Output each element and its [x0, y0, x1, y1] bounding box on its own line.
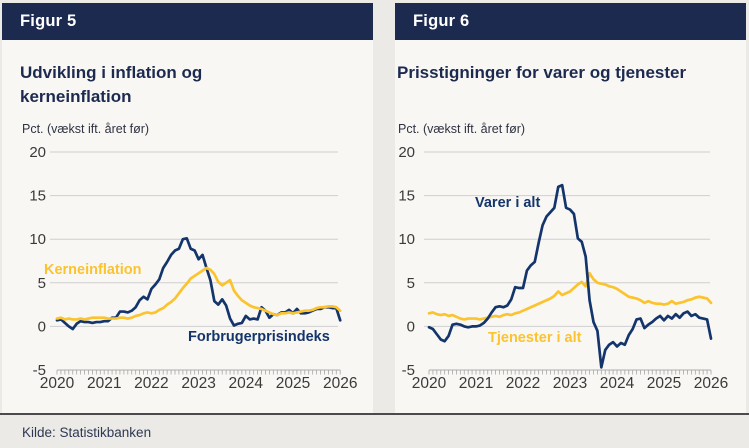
y-tick-label-15: 15 [398, 188, 415, 205]
figure-5-header-label: Figur 5 [20, 12, 77, 30]
series-line-kerneinflation [55, 266, 342, 321]
y-tick-label-0: 0 [407, 318, 415, 335]
y-tick-label-5: 5 [407, 275, 415, 292]
x-tick-label-2020: 2020 [40, 375, 75, 392]
x-tick-label-2021: 2021 [459, 375, 493, 392]
x-tick-label-2023: 2023 [553, 375, 587, 392]
series-label-forbrugerprisindeks: Forbrugerprisindeks [188, 329, 330, 345]
y-tick-label-10: 10 [29, 231, 46, 248]
figure-6-title: Prisstigninger for varer og tjenester [397, 63, 687, 82]
series-line-forbrugerprisindeks [55, 236, 342, 331]
y-tick-label-15: 15 [29, 188, 46, 205]
y-tick-label--5: -5 [33, 362, 46, 379]
bottom-divider-line [0, 413, 749, 415]
x-tick-label-2026: 2026 [323, 375, 357, 392]
x-tick-label-2020: 2020 [412, 375, 447, 392]
figure-5-title: Udvikling i inflation og kerneinflation [20, 63, 203, 106]
x-tick-label-2022: 2022 [134, 375, 168, 392]
figure-5-header-bar: Figur 5 [2, 3, 373, 40]
x-tick-label-2025: 2025 [647, 375, 681, 392]
figure-5-unit-label: Pct. (vækst ift. året før) [22, 122, 150, 136]
x-tick-label-2024: 2024 [229, 375, 264, 392]
series-label-kerneinflation: Kerneinflation [44, 262, 141, 278]
figure-panel-6: Figur 6 Prisstigninger for varer og tjen… [395, 3, 746, 413]
figure-panel-5: Figur 5 Udvikling i inflation og kernein… [2, 3, 373, 413]
y-tick-label-20: 20 [398, 144, 415, 161]
figure-6-header-bar: Figur 6 [395, 3, 746, 40]
y-tick-label--5: -5 [402, 362, 415, 379]
x-tick-label-2024: 2024 [600, 375, 635, 392]
x-tick-label-2026: 2026 [694, 375, 728, 392]
series-line-varer-i-alt [427, 183, 713, 369]
series-label-tjenester-i-alt: Tjenester i alt [488, 330, 582, 346]
series-label-varer-i-alt: Varer i alt [475, 195, 540, 211]
source-note: Kilde: Statistikbanken [22, 425, 152, 440]
x-tick-label-2023: 2023 [181, 375, 215, 392]
figure-6-unit-label: Pct. (vækst ift. året før) [398, 122, 526, 136]
y-tick-label-20: 20 [29, 144, 46, 161]
y-tick-label-5: 5 [38, 275, 46, 292]
x-tick-label-2021: 2021 [87, 375, 121, 392]
y-tick-label-0: 0 [38, 318, 46, 335]
x-tick-label-2025: 2025 [276, 375, 310, 392]
x-tick-label-2022: 2022 [506, 375, 540, 392]
series-line-tjenester-i-alt [427, 271, 713, 321]
figure-6-header-label: Figur 6 [413, 12, 470, 30]
y-tick-label-10: 10 [398, 231, 415, 248]
